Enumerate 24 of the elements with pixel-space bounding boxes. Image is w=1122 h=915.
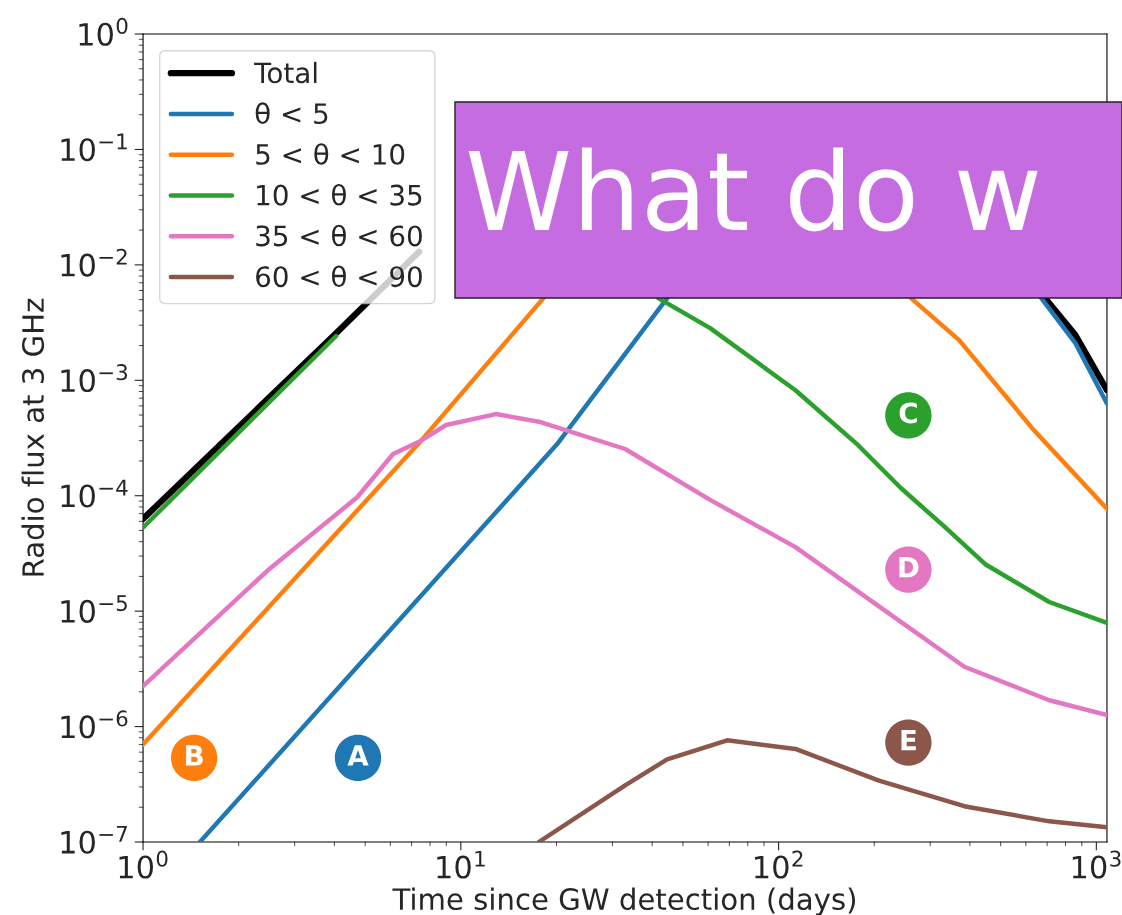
y-tick-label: 10$^{−1}$ <box>61 133 127 162</box>
x-axis-title: Time since GW detection (days) <box>392 887 856 915</box>
y-tick-label: 10$^{−2}$ <box>61 248 127 277</box>
legend-label: 60 < θ < 90 <box>256 265 422 288</box>
annotation: E <box>901 730 916 751</box>
x-tick-label: 10$^{3}$ <box>1072 850 1121 879</box>
y-tick-label: 10$^{−4}$ <box>61 479 128 508</box>
legend-label: Total <box>254 61 317 84</box>
legend-label: 5 < θ < 10 <box>256 143 405 165</box>
y-tick-label: 10$^{0}$ <box>79 17 128 46</box>
annotation: B <box>186 745 203 766</box>
annotation: C <box>899 402 917 424</box>
annotation: A <box>347 745 369 766</box>
annotation: What do w <box>468 147 1038 232</box>
y-tick-label: 10$^{−6}$ <box>61 710 128 739</box>
x-tick-label: 10$^{2}$ <box>755 850 803 879</box>
legend-label: θ < 5 <box>255 102 328 125</box>
y-tick-label: 10$^{−5}$ <box>61 595 127 623</box>
legend-label: 10 < θ < 35 <box>257 183 422 206</box>
y-axis-title: Radio flux at 3 GHz <box>21 298 45 576</box>
x-tick-label: 10$^{1}$ <box>437 850 485 879</box>
y-tick-label: 10$^{−3}$ <box>61 364 128 393</box>
legend-label: 35 < θ < 60 <box>256 224 422 247</box>
annotation: D <box>899 557 919 578</box>
